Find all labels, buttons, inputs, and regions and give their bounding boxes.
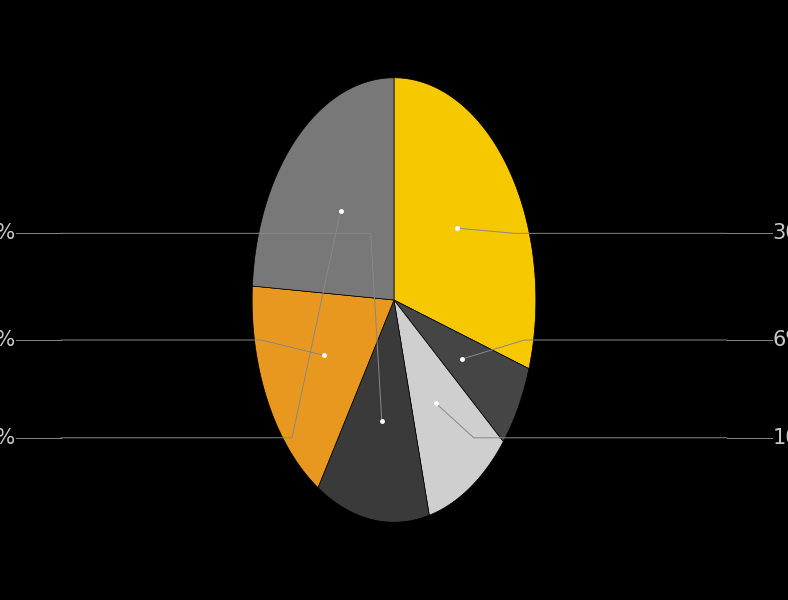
Polygon shape	[394, 78, 536, 368]
Text: 30%: 30%	[772, 223, 788, 244]
Text: 10%: 10%	[772, 428, 788, 448]
Polygon shape	[394, 300, 504, 515]
Text: 24%: 24%	[0, 428, 16, 448]
Polygon shape	[318, 300, 429, 522]
Text: 6%: 6%	[772, 330, 788, 350]
Polygon shape	[394, 300, 529, 442]
Polygon shape	[252, 78, 394, 300]
Polygon shape	[252, 286, 394, 488]
Text: 13%: 13%	[0, 223, 16, 244]
Text: 17%: 17%	[0, 330, 16, 350]
